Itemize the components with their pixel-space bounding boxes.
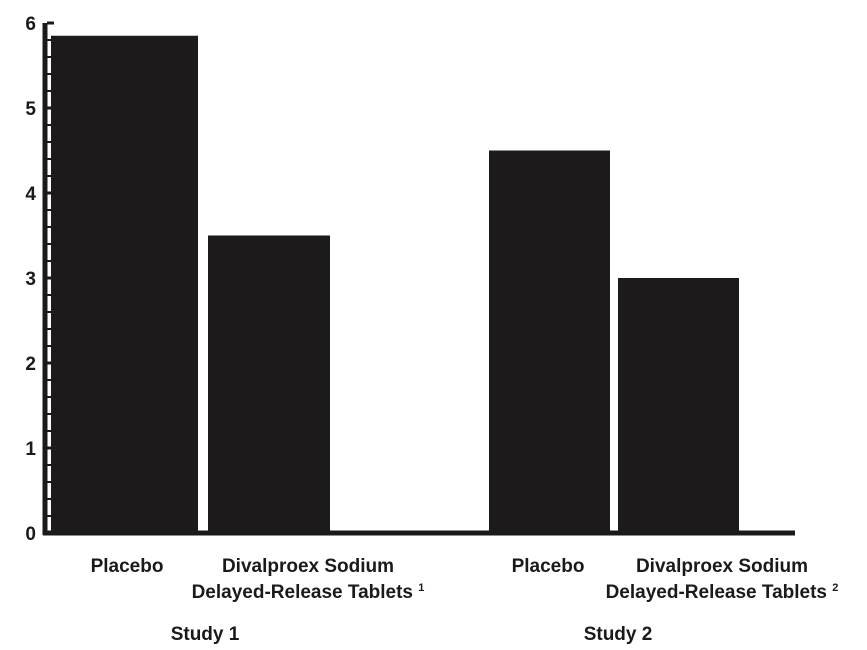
y-tick-label: 1 xyxy=(25,439,36,460)
y-tick-label: 3 xyxy=(25,269,36,290)
y-tick-label: 5 xyxy=(25,99,36,120)
footnote-marker: 1 xyxy=(418,582,424,594)
bar-label-line2: Delayed-Release Tablets 2 xyxy=(606,582,839,603)
bars xyxy=(51,35,739,533)
footnote-marker: 2 xyxy=(832,582,838,594)
y-tick-label: 4 xyxy=(25,184,36,205)
bar-2-1 xyxy=(489,150,610,533)
group-label: Study 2 xyxy=(584,624,653,645)
bar-2-2 xyxy=(618,278,739,533)
y-tick-label: 2 xyxy=(25,354,36,375)
bar-label: Placebo xyxy=(512,556,585,577)
bar-label: Divalproex Sodium xyxy=(222,556,394,577)
bar-1-2 xyxy=(208,235,330,533)
bar-1-1 xyxy=(51,35,198,533)
labels: Placebo Divalproex Sodium Delayed-Release … xyxy=(91,556,839,645)
bar-label-line2: Delayed-Release Tablets 1 xyxy=(192,582,425,603)
bar-label: Divalproex Sodium xyxy=(636,556,808,577)
bar-label: Placebo xyxy=(91,556,164,577)
y-tick-label: 0 xyxy=(25,524,36,545)
y-tick-label: 6 xyxy=(25,14,36,35)
group-label: Study 1 xyxy=(171,624,240,645)
